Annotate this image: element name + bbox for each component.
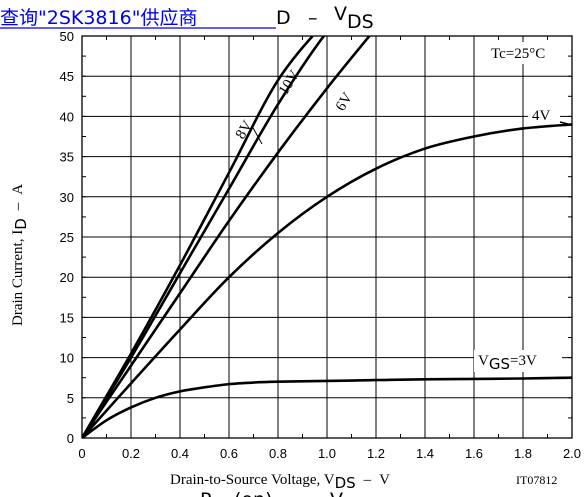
label-8v: 8V [233, 118, 256, 142]
x-axis-label: Drain-to-Source Voltage, VDS – V [170, 472, 390, 492]
x-tick-label: 0.6 [220, 446, 238, 461]
y-tick-label: 5 [67, 391, 74, 406]
x-tick-label: 0.4 [171, 446, 189, 461]
y-tick-labels: 0 5 10 15 20 25 30 35 40 45 50 [60, 29, 74, 446]
x-tick-label: 0.8 [269, 446, 287, 461]
series-line-6v [82, 36, 372, 438]
footer-text-d: V [330, 489, 343, 497]
x-tick-label: 2.0 [563, 446, 581, 461]
label-4v-connector [559, 121, 569, 125]
y-tick-label: 15 [60, 310, 74, 325]
label-4v-bg [528, 106, 560, 124]
supplier-link-text[interactable]: 查询"2SK3816"供应商 [0, 7, 197, 29]
series-line-10v [82, 36, 315, 438]
footer-text-b: (on) [234, 489, 273, 497]
y-tick-label: 45 [60, 69, 74, 84]
figure-code: IT07812 [516, 473, 557, 487]
x-tick-label: 1.2 [367, 446, 385, 461]
y-axis-label: Drain Current, ID–A [10, 184, 30, 326]
footer-text-c: – [300, 489, 310, 497]
x-tick-label: 1.4 [416, 446, 434, 461]
series-line-8v [82, 36, 326, 438]
x-tick-label: 0 [78, 446, 85, 461]
label-6v: 6V [333, 90, 356, 114]
series-line-4v [82, 123, 572, 438]
series-line-vgs-3v [82, 376, 572, 438]
title-prefix: D [276, 7, 291, 29]
x-tick-label: 0.2 [122, 446, 140, 461]
title-v: V [334, 3, 347, 25]
x-tick-label: 1.0 [318, 446, 336, 461]
grid [81, 35, 573, 439]
supplier-link[interactable]: 查询"2SK3816"供应商 [0, 7, 276, 29]
curves [82, 36, 572, 438]
y-tick-label: 35 [60, 150, 74, 165]
y-tick-label: 10 [60, 351, 74, 366]
title-dash: – [308, 7, 318, 29]
footer-text-a: R [200, 489, 213, 497]
y-tick-label: 25 [60, 230, 74, 245]
label-vgs-3v-bg [474, 350, 562, 372]
y-tick-label: 0 [67, 431, 74, 446]
x-tick-labels: 0 0.2 0.4 0.6 0.8 1.0 1.2 1.4 1.6 1.8 2.0 [78, 446, 581, 461]
plot-frame [81, 35, 573, 439]
title-v-sub: DS [347, 11, 374, 33]
label-4v: 4V [532, 108, 551, 124]
y-tick-label: 50 [60, 29, 74, 44]
x-tick-label: 1.8 [514, 446, 532, 461]
y-tick-label: 20 [60, 270, 74, 285]
x-tick-label: 1.6 [465, 446, 483, 461]
y-tick-label: 30 [60, 190, 74, 205]
y-tick-label: 40 [60, 109, 74, 124]
label-vgs-3v: VGS=3V [478, 353, 537, 373]
label-8v-leader [251, 125, 263, 145]
condition-text: Tc=25°C [491, 46, 545, 62]
condition-bg [486, 42, 568, 64]
